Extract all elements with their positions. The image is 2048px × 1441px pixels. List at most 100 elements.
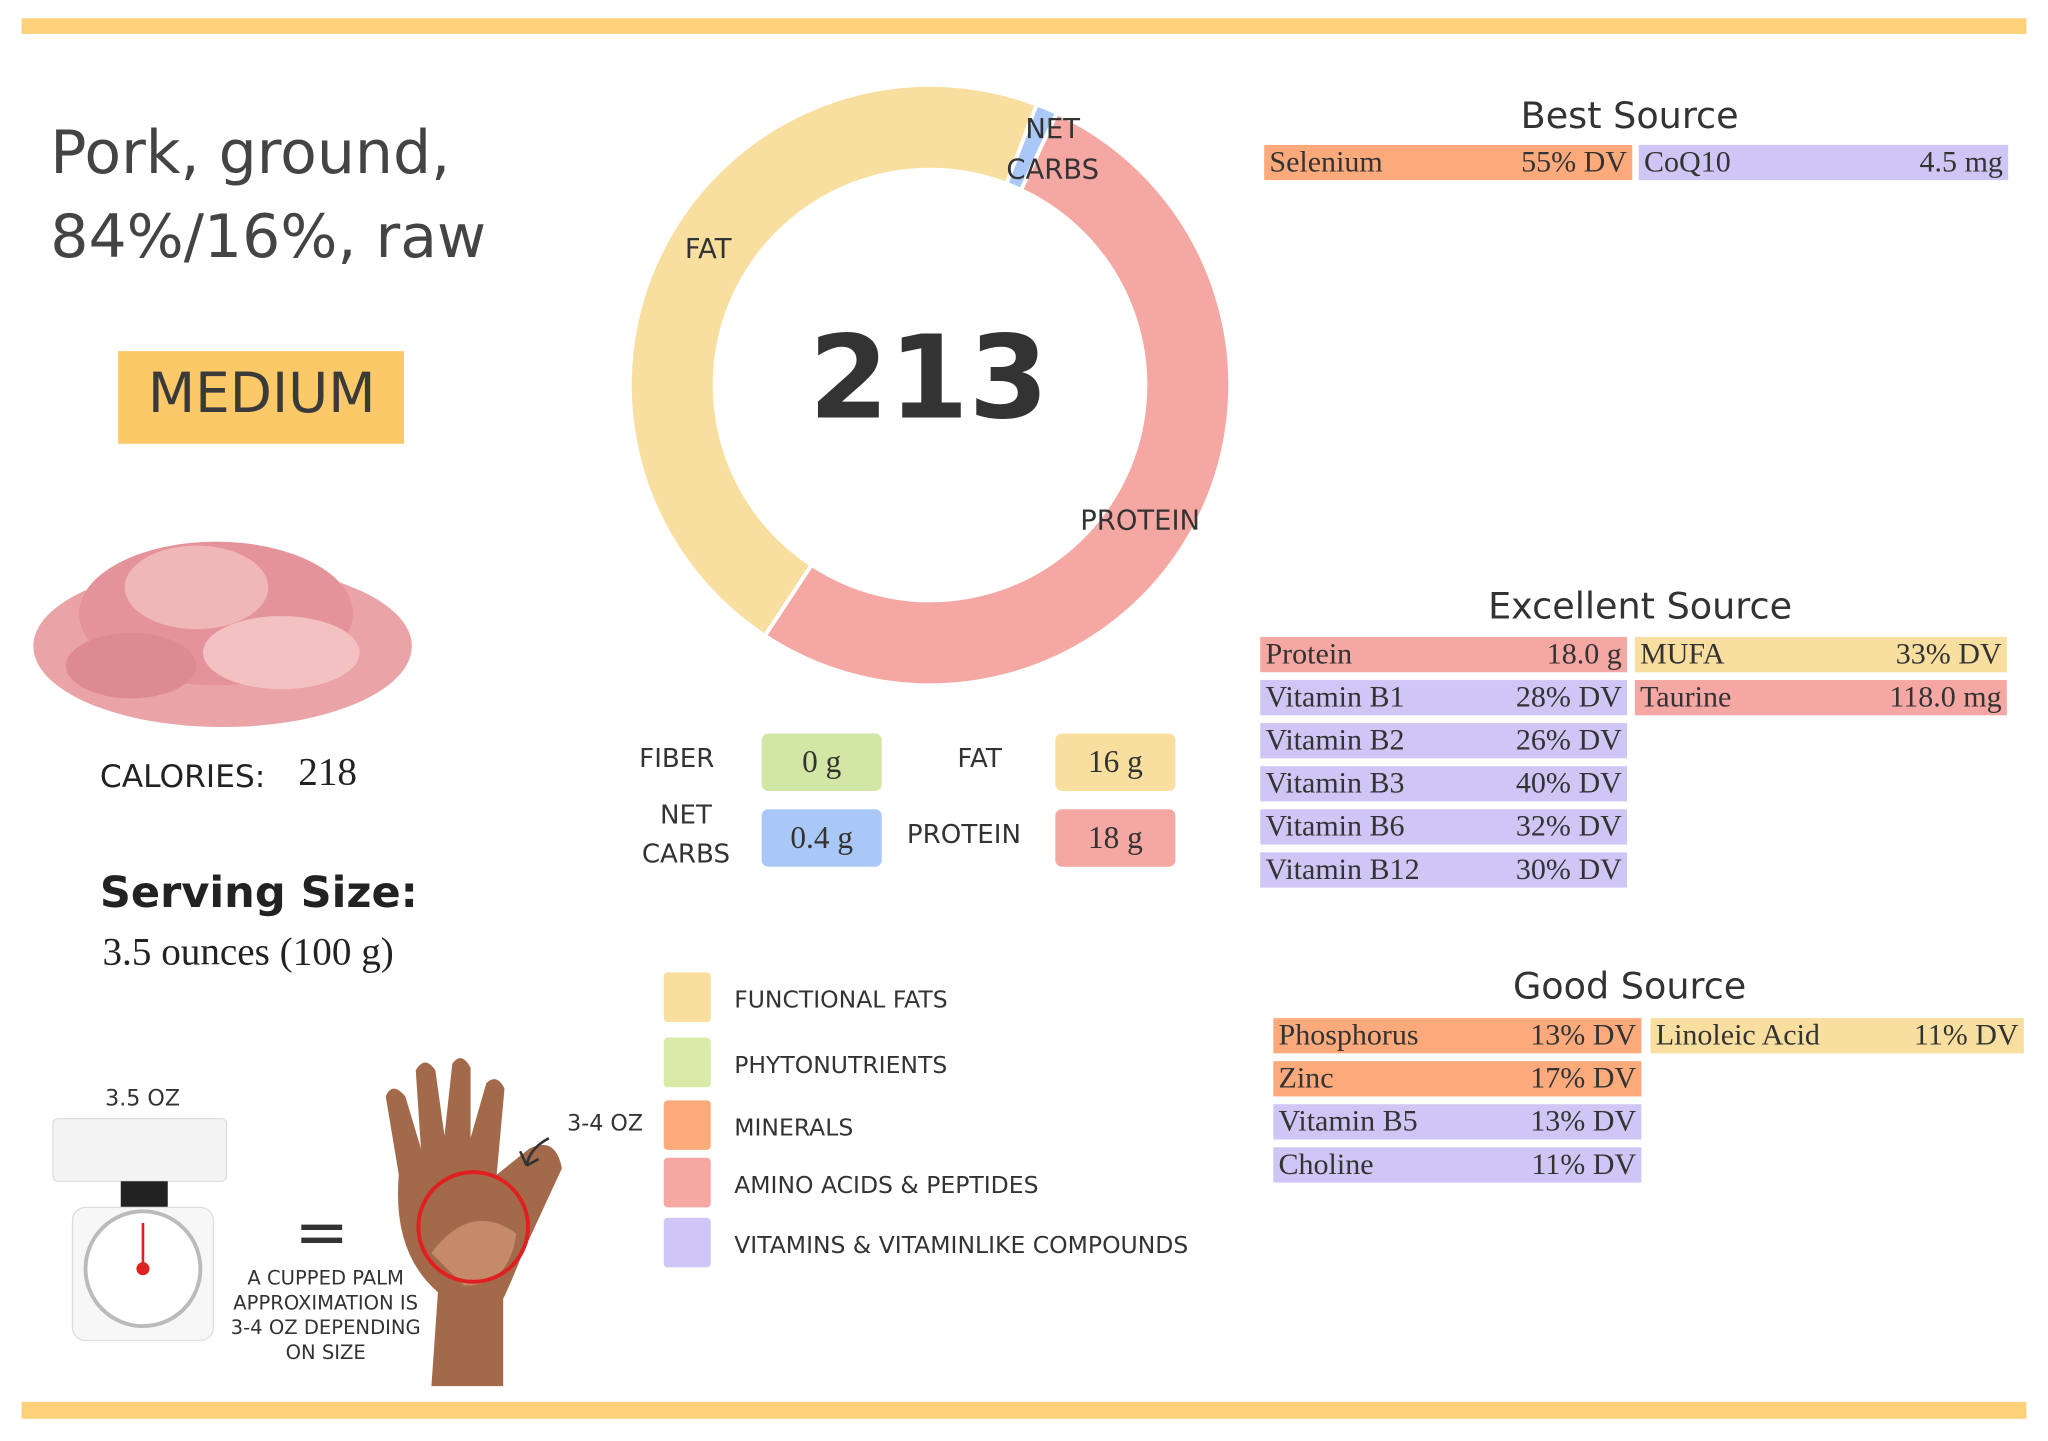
legend-swatch — [663, 1037, 711, 1088]
macro-box — [1055, 733, 1176, 791]
nutrient-name: CoQ10 — [1644, 145, 1731, 178]
nutrient-name: Linoleic Acid — [1656, 1019, 1820, 1052]
portion-note: A CUPPED PALM — [247, 1267, 404, 1290]
section-title: Excellent Source — [1488, 585, 1792, 628]
nutrient-amount: 40% DV — [1516, 767, 1622, 800]
scale-image — [52, 1117, 228, 1342]
nutrient-bar — [1634, 680, 2007, 716]
donut-segment — [762, 110, 1233, 688]
section-title: Best Source — [1521, 94, 1739, 137]
nutrient-bar — [1273, 1147, 1642, 1183]
bottom-bar — [21, 1401, 2027, 1419]
nutrient-bar — [1260, 636, 1628, 673]
nutrient-amount: 11% DV — [1531, 1148, 1636, 1181]
donut-segment — [627, 82, 1040, 639]
top-bar — [21, 18, 2027, 34]
nutrient-bar — [1264, 144, 1633, 181]
donut-label: FAT — [685, 234, 732, 265]
nutrient-amount: 118.0 mg — [1889, 681, 2001, 714]
nutrient-name: Vitamin B12 — [1265, 853, 1419, 886]
calories-label: CALORIES: — [100, 759, 265, 795]
nutrient-amount: 32% DV — [1516, 810, 1622, 843]
macro-box — [761, 809, 882, 867]
portion-note: APPROXIMATION IS — [233, 1291, 418, 1314]
macro-value: 16 g — [1088, 744, 1143, 779]
food-title: Pork, ground, — [50, 118, 450, 188]
hand-image — [385, 1058, 562, 1387]
donut-center: 213 — [809, 312, 1049, 446]
portion-note: ON SIZE — [286, 1341, 366, 1364]
nutrient-name: Protein — [1265, 637, 1352, 670]
nutrient-bar — [1260, 852, 1628, 888]
macro-label: PROTEIN — [907, 820, 1021, 850]
nutrient-amount: 18.0 g — [1547, 637, 1622, 670]
nutrient-bar — [1638, 144, 2009, 181]
calories: 218 — [298, 750, 357, 793]
nutrient-amount: 55% DV — [1521, 145, 1627, 178]
macro-label: CARBS — [642, 839, 730, 869]
nutrient-name: Vitamin B1 — [1265, 681, 1404, 714]
nutrient-bar — [1273, 1061, 1642, 1097]
nutrient-name: Vitamin B2 — [1265, 724, 1404, 757]
nutrient-name: Taurine — [1640, 681, 1731, 714]
scale-label: 3.5 OZ — [105, 1086, 180, 1112]
level-badge — [118, 351, 405, 444]
nutrient-amount: 30% DV — [1516, 853, 1622, 886]
nutrient-name: Zinc — [1279, 1062, 1334, 1095]
nutrient-name: Choline — [1279, 1148, 1374, 1181]
nutrient-bar — [1260, 723, 1628, 759]
macro-value: 0.4 g — [790, 820, 853, 855]
nutrient-amount: 13% DV — [1530, 1019, 1636, 1052]
section-title: Good Source — [1513, 965, 1746, 1008]
nutrient-amount: 13% DV — [1530, 1105, 1636, 1138]
legend-swatch — [663, 1217, 711, 1268]
level: MEDIUM — [148, 361, 376, 425]
food-title: 84%/16%, raw — [50, 202, 486, 272]
legend-label: AMINO ACIDS & PEPTIDES — [734, 1171, 1038, 1199]
macro-label: FIBER — [639, 744, 714, 774]
macro-box — [1055, 809, 1176, 867]
donut-label: CARBS — [1006, 154, 1099, 185]
macro-value: 0 g — [802, 744, 841, 779]
nutrient-name: Vitamin B3 — [1265, 767, 1404, 800]
meat-image — [33, 541, 412, 728]
legend-label: VITAMINS & VITAMINLIKE COMPOUNDS — [734, 1231, 1188, 1259]
nutrient-bar — [1260, 809, 1628, 845]
nutrient-amount: 11% DV — [1914, 1019, 2019, 1052]
nutrient-bar — [1273, 1018, 1642, 1054]
donut-label: NET — [1025, 114, 1080, 145]
nutrient-bar — [1650, 1018, 2024, 1054]
legend-swatch — [663, 1157, 711, 1208]
nutrient-bar — [1634, 636, 2007, 673]
serving: 3.5 ounces (100 g) — [102, 930, 393, 973]
legend-swatch — [663, 1100, 711, 1150]
legend-label: MINERALS — [734, 1114, 853, 1142]
nutrient-name: Selenium — [1269, 145, 1382, 178]
macro-box — [761, 733, 882, 791]
nutrient-amount: 33% DV — [1896, 637, 2002, 670]
donut-segment — [1004, 101, 1060, 193]
legend-swatch — [663, 972, 711, 1023]
nutrient-amount: 17% DV — [1530, 1062, 1636, 1095]
nutrient-name: MUFA — [1640, 637, 1725, 670]
serving-label: Serving Size: — [100, 868, 418, 918]
macro-label: FAT — [957, 744, 1002, 774]
nutrient-name: Vitamin B5 — [1279, 1105, 1418, 1138]
legend-label: PHYTONUTRIENTS — [734, 1051, 947, 1079]
equals: = — [294, 1194, 349, 1270]
nutrient-amount: 4.5 mg — [1920, 145, 2003, 178]
portion-note: 3-4 OZ DEPENDING — [231, 1316, 421, 1339]
nutrient-name: Vitamin B6 — [1265, 810, 1404, 843]
macro-label: NET — [660, 800, 713, 830]
hand-label: 3-4 OZ — [567, 1110, 643, 1136]
nutrient-bar — [1260, 766, 1628, 802]
nutrient-name: Phosphorus — [1279, 1019, 1419, 1052]
macro-value: 18 g — [1088, 820, 1143, 855]
nutrient-bar — [1260, 680, 1628, 716]
nutrient-bar — [1273, 1104, 1642, 1140]
nutrient-amount: 28% DV — [1516, 681, 1622, 714]
donut-label: PROTEIN — [1080, 506, 1200, 537]
nutrient-amount: 26% DV — [1516, 724, 1622, 757]
legend-label: FUNCTIONAL FATS — [734, 986, 947, 1014]
